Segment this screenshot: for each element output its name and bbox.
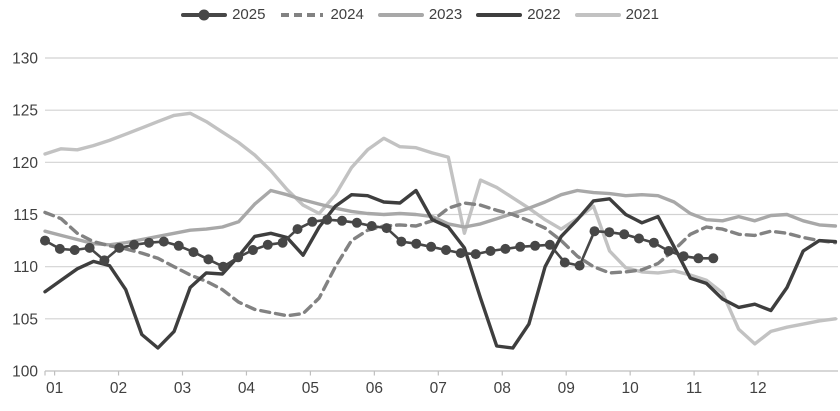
legend-item-2022[interactable]: 2022 — [476, 6, 561, 23]
series-marker-2025 — [351, 217, 362, 228]
y-axis-tick-label: 120 — [12, 155, 38, 172]
series-marker-2025 — [634, 233, 644, 244]
legend-label-2023: 2023 — [428, 6, 463, 23]
series-marker-2025 — [574, 260, 585, 271]
series-marker-2025 — [648, 237, 659, 248]
series-line-2025 — [43, 218, 715, 269]
series-marker-2025 — [337, 215, 347, 226]
x-axis-tick-label: 10 — [622, 380, 640, 397]
legend-swatch-2022-line-icon — [476, 12, 523, 17]
x-axis-tick-label: 09 — [558, 380, 575, 397]
series-marker-2025 — [158, 236, 169, 247]
series-marker-2025 — [247, 245, 258, 255]
legend-item-2024[interactable]: 2024 — [279, 6, 364, 23]
legend-item-2023[interactable]: 2023 — [377, 6, 463, 23]
legend-swatch-marker — [198, 9, 210, 20]
x-axis-tick-label: 12 — [749, 380, 766, 397]
series-marker-2025 — [559, 257, 570, 268]
y-axis-tick-label: 115 — [13, 207, 38, 224]
series-marker-2025 — [292, 224, 303, 235]
x-axis-tick-label: 08 — [494, 380, 511, 397]
series-marker-2025 — [455, 248, 466, 259]
x-axis-tick-label: 02 — [110, 380, 127, 397]
series-marker-2025 — [144, 237, 154, 248]
series-marker-2025 — [396, 236, 407, 247]
series-marker-2025 — [678, 251, 689, 262]
series-marker-2025 — [173, 240, 184, 251]
legend-label-2025: 2025 — [232, 6, 266, 23]
y-axis-tick-label: 130 — [12, 51, 38, 68]
series-marker-2025 — [84, 242, 95, 253]
legend-label-2021: 2021 — [625, 6, 659, 23]
series-marker-2025 — [218, 261, 229, 272]
series-marker-2025 — [589, 226, 600, 237]
legend-label-2022: 2022 — [527, 6, 561, 23]
series-marker-2025 — [69, 245, 80, 255]
series-line-2023 — [43, 188, 838, 247]
series-marker-2025 — [426, 241, 437, 252]
series-marker-2025 — [515, 241, 526, 252]
series-marker-2025 — [277, 237, 288, 248]
series-line-2021 — [43, 111, 838, 346]
series-marker-2025 — [500, 243, 511, 254]
series-marker-2025 — [54, 243, 65, 254]
series-marker-2025 — [114, 242, 125, 253]
legend-swatch-2023-line-icon — [377, 12, 424, 17]
x-axis-tick-label: 01 — [46, 380, 63, 397]
series-marker-2025 — [485, 246, 496, 256]
series-marker-2025 — [322, 214, 333, 225]
series-marker-2025 — [233, 252, 244, 263]
y-axis-tick-label: 125 — [12, 103, 38, 120]
x-axis-tick-label: 05 — [302, 380, 319, 397]
x-axis-tick-label: 07 — [430, 380, 447, 397]
x-axis-tick-label: 11 — [686, 380, 702, 397]
series-marker-2025 — [663, 246, 674, 256]
y-axis-tick-label: 100 — [12, 364, 38, 381]
x-axis-tick-label: 06 — [366, 380, 383, 397]
series-line-2024 — [43, 201, 838, 318]
y-axis-tick-label: 105 — [12, 311, 38, 328]
series-marker-2025 — [470, 249, 481, 260]
series-marker-2025 — [99, 255, 110, 266]
series-marker-2025 — [307, 216, 318, 227]
legend-swatch-2021-line-icon — [574, 12, 621, 17]
series-marker-2025 — [544, 239, 555, 250]
x-axis-tick-label: 04 — [238, 380, 256, 397]
x-axis-tick-label: 03 — [174, 380, 191, 397]
series-marker-2025 — [262, 239, 273, 250]
series-marker-2025 — [203, 254, 214, 265]
series-marker-2025 — [693, 253, 704, 264]
y-axis-tick-label: 110 — [13, 259, 38, 276]
series-marker-2025 — [604, 227, 615, 238]
legend-swatch-2024-dashed-line-icon — [281, 12, 324, 17]
series-marker-2025 — [411, 238, 422, 249]
series-marker-2025 — [188, 247, 199, 258]
series-marker-2025 — [129, 239, 140, 250]
series-marker-2025 — [708, 253, 719, 264]
legend-item-2021[interactable]: 2021 — [574, 6, 659, 23]
legend-label-2024: 2024 — [330, 6, 364, 23]
series-marker-2025 — [619, 229, 630, 240]
series-line-2022 — [43, 188, 838, 350]
legend-swatch-2025-line-marker-icon — [181, 9, 228, 20]
series-marker-2025 — [381, 223, 392, 234]
series-marker-2025 — [530, 240, 541, 251]
series-marker-2025 — [40, 235, 50, 246]
legend-item-2025[interactable]: 2025 — [181, 6, 265, 23]
series-marker-2025 — [366, 221, 377, 231]
series-marker-2025 — [441, 245, 451, 255]
chart-legend: 2025 2024 2023 2022 2021 — [0, 6, 840, 23]
